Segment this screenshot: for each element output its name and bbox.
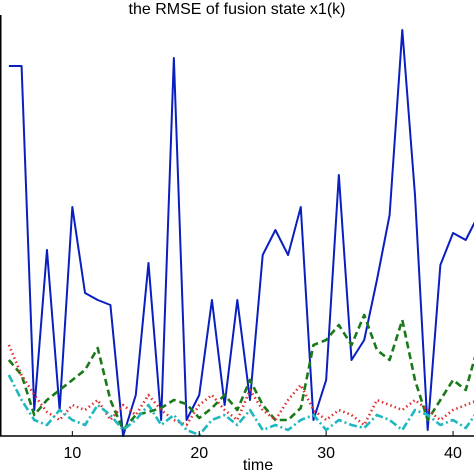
x-tick-label: 20 <box>190 445 208 462</box>
plot-area <box>7 29 474 437</box>
data-line <box>7 374 474 437</box>
x-axis-label: time <box>243 457 273 474</box>
data-line <box>8 29 474 437</box>
x-tick-label: 40 <box>444 445 462 462</box>
data-line <box>7 344 474 427</box>
x-tick-label: 30 <box>317 445 335 462</box>
data-line <box>7 313 474 432</box>
chart-title: the RMSE of fusion state x1(k) <box>129 1 346 18</box>
x-tick-label: 10 <box>63 445 81 462</box>
